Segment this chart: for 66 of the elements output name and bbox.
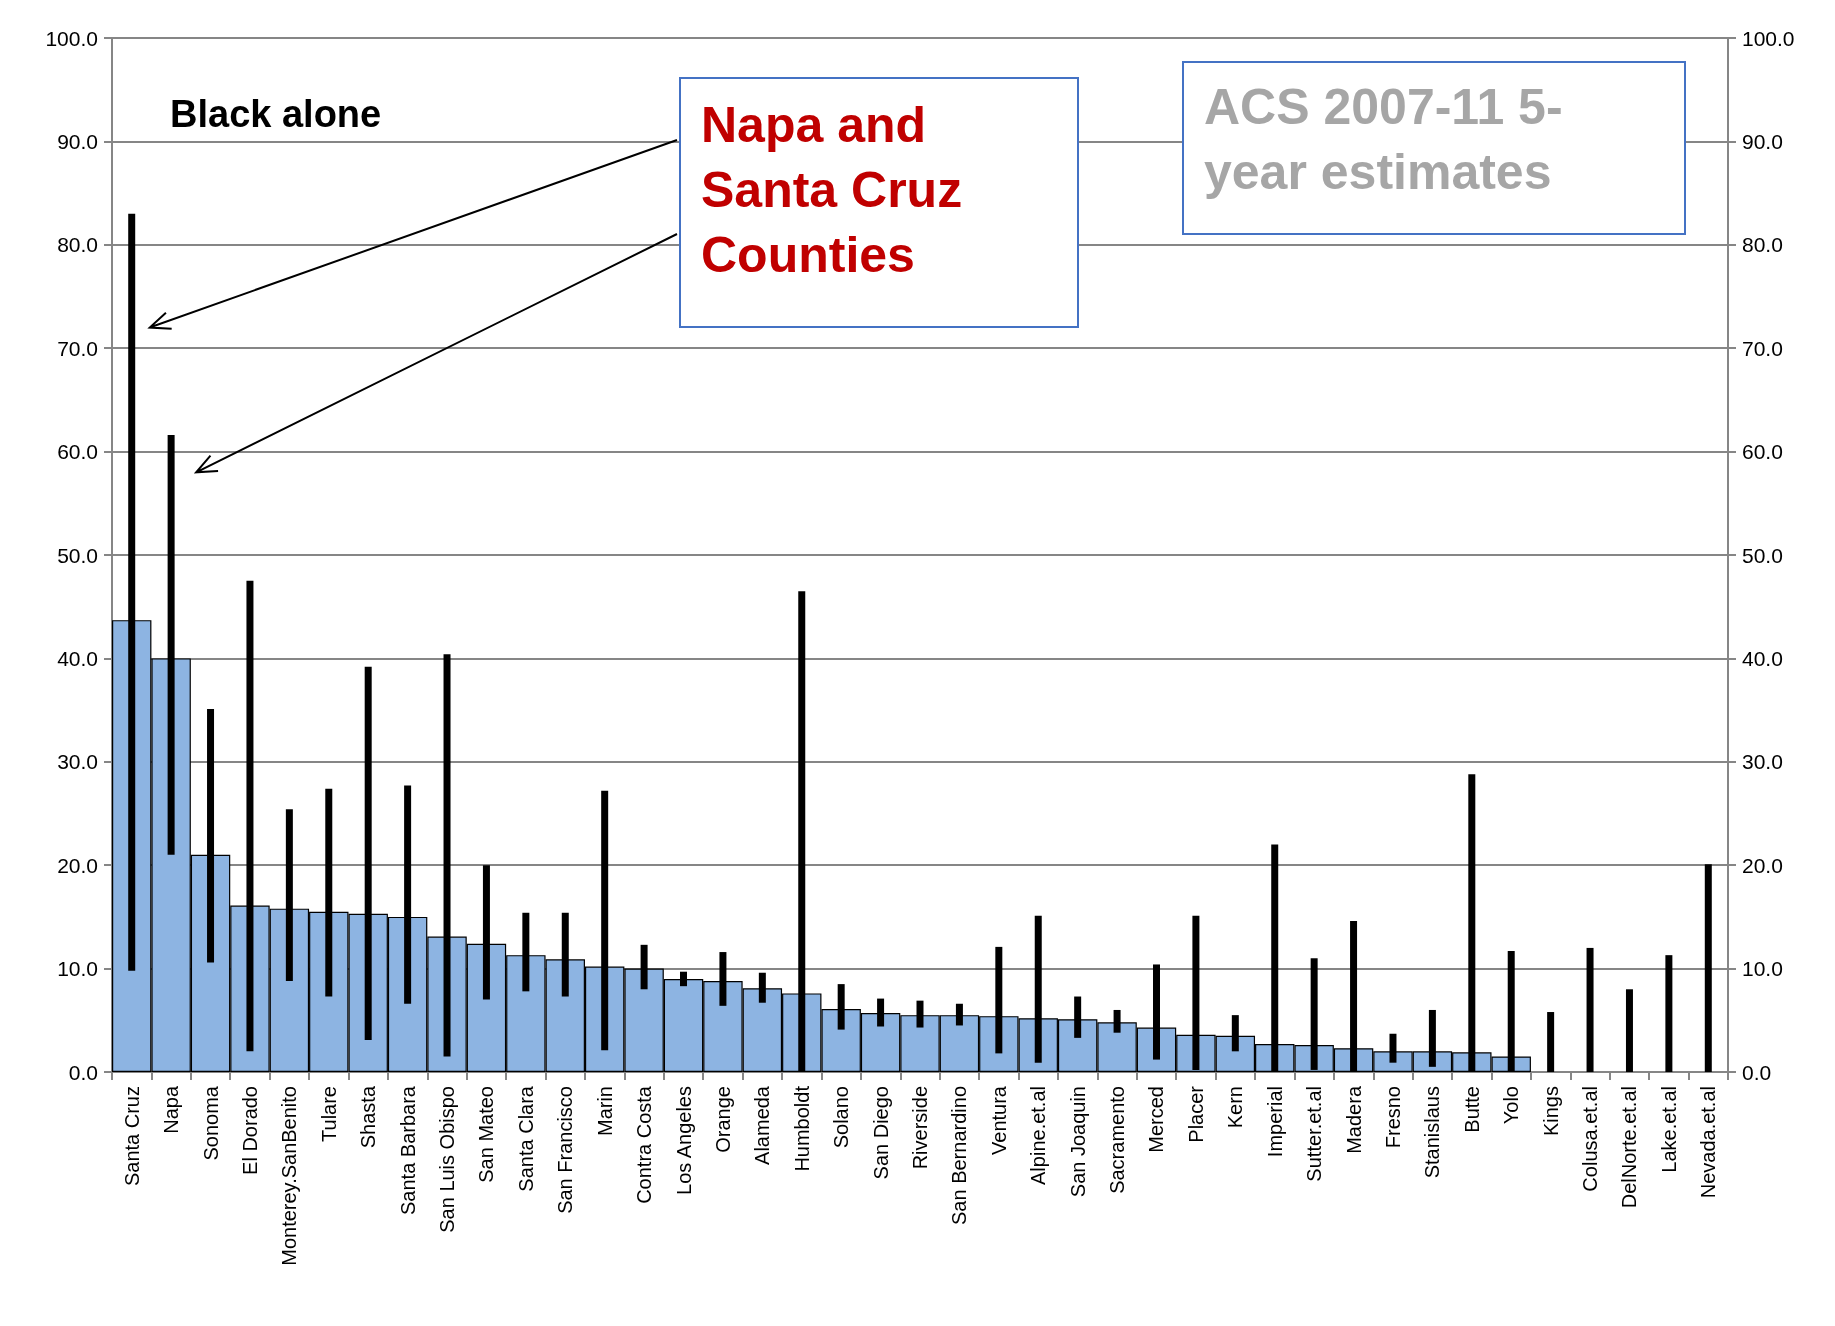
- y-tick-label: 80.0: [57, 233, 98, 257]
- x-tick-label: Orange: [711, 1086, 734, 1153]
- y-tick-label: 30.0: [57, 750, 98, 774]
- x-tick-label: Merced: [1145, 1086, 1168, 1153]
- x-tick-label: Tulare: [317, 1086, 340, 1142]
- x-tick-label: Contra Costa: [633, 1085, 656, 1204]
- x-tick-label: San Luis Obispo: [436, 1086, 459, 1233]
- y-tick-label: 40.0: [57, 646, 98, 670]
- y-tick-label: 60.0: [57, 440, 98, 464]
- y-tick-label: 90.0: [57, 129, 98, 153]
- x-tick-label: Sutter.et.al: [1303, 1086, 1326, 1182]
- x-tick-label: DelNorte.et.al: [1618, 1086, 1641, 1209]
- x-tick-label: Alpine.et.al: [1027, 1086, 1050, 1185]
- x-tick-label: Nevada.et.al: [1697, 1086, 1720, 1199]
- y2-tick-label: 40.0: [1742, 646, 1783, 670]
- x-tick-label: Santa Barbara: [396, 1085, 419, 1215]
- y2-tick-label: 80.0: [1742, 233, 1783, 257]
- x-tick-label: Riverside: [909, 1086, 931, 1170]
- annotation: ACS 2007-11 5-year estimates: [1204, 78, 1564, 202]
- x-tick-label: San Diego: [869, 1086, 892, 1180]
- y2-tick-label: 20.0: [1742, 853, 1783, 877]
- x-tick-label: Sonoma: [199, 1085, 222, 1161]
- x-tick-label: Madera: [1342, 1085, 1365, 1154]
- y-tick-label: 10.0: [57, 957, 98, 981]
- y2-tick-label: 30.0: [1742, 750, 1783, 774]
- x-tick-label: Monterey.SanBenito: [278, 1086, 301, 1266]
- x-tick-label: Ventura: [987, 1085, 1010, 1155]
- annotation: Black alone: [170, 92, 382, 137]
- x-tick-label: San Francisco: [554, 1086, 577, 1214]
- x-tick-label: Napa: [160, 1085, 183, 1134]
- y2-tick-label: 70.0: [1742, 336, 1783, 360]
- x-tick-label: San Joaquin: [1066, 1086, 1089, 1198]
- x-tick-label: San Mateo: [475, 1086, 498, 1183]
- x-tick-label: Santa Clara: [514, 1085, 537, 1192]
- x-tick-label: Colusa.et.al: [1579, 1086, 1602, 1192]
- y2-tick-label: 50.0: [1742, 543, 1783, 567]
- x-tick-label: Shasta: [357, 1085, 380, 1149]
- x-tick-label: Los Angeles: [672, 1086, 695, 1195]
- y-tick-label: 0.0: [68, 1060, 98, 1084]
- x-tick-label: Santa Cruz: [120, 1086, 143, 1187]
- y-tick-label: 50.0: [57, 543, 98, 567]
- x-tick-label: Kern: [1224, 1086, 1247, 1129]
- annotation: Napa and Santa Cruz Counties: [701, 96, 964, 285]
- x-tick-label: Placer: [1184, 1085, 1207, 1143]
- y2-tick-label: 10.0: [1742, 957, 1783, 981]
- x-tick-label: Stanislaus: [1421, 1086, 1444, 1179]
- y-tick-label: 20.0: [57, 853, 98, 877]
- x-tick-label: Lake.et.al: [1657, 1086, 1680, 1173]
- x-tick-label: Butte: [1460, 1086, 1483, 1133]
- x-tick-label: San Bernardino: [948, 1086, 971, 1225]
- x-tick-label: Humboldt: [790, 1085, 813, 1172]
- y2-tick-label: 0.0: [1742, 1060, 1772, 1084]
- y2-tick-label: 60.0: [1742, 440, 1783, 464]
- x-tick-label: Sacramento: [1106, 1086, 1129, 1194]
- x-tick-label: El Dorado: [238, 1086, 261, 1175]
- x-tick-label: Marin: [593, 1086, 616, 1137]
- y2-tick-label: 90.0: [1742, 129, 1783, 153]
- y-tick-label: 70.0: [57, 336, 98, 360]
- y-tick-label: 100.0: [45, 26, 98, 50]
- x-tick-label: Kings: [1539, 1086, 1562, 1137]
- x-tick-label: Yolo: [1500, 1086, 1523, 1125]
- x-tick-label: Fresno: [1381, 1086, 1404, 1149]
- y2-tick-label: 100.0: [1742, 26, 1795, 50]
- x-tick-label: Alameda: [751, 1085, 774, 1165]
- x-tick-label: Imperial: [1263, 1086, 1286, 1158]
- x-tick-label: Solano: [830, 1086, 853, 1149]
